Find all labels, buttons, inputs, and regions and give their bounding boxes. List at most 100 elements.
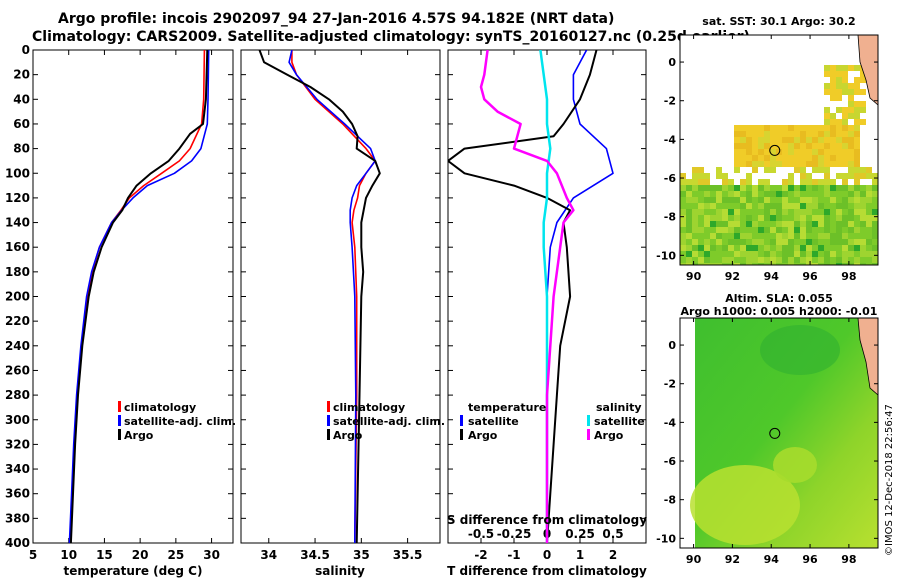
sst-cell <box>770 263 776 265</box>
sst-cell <box>872 203 878 209</box>
sst-cell <box>818 221 824 227</box>
sst-cell <box>746 185 752 191</box>
sst-cell <box>788 221 794 227</box>
sst-cell <box>818 155 824 161</box>
sst-cell <box>836 149 842 155</box>
sst-cell <box>800 209 806 215</box>
sst-cell <box>782 191 788 197</box>
sst-cell <box>824 203 830 209</box>
sst-cell <box>752 233 758 239</box>
sst-cell <box>854 143 860 149</box>
sst-cell <box>782 155 788 161</box>
sst-cell <box>746 191 752 197</box>
sst-cell <box>812 203 818 209</box>
salinity-xlabel: salinity <box>315 564 365 578</box>
sst-cell <box>788 173 794 179</box>
sst-cell <box>842 251 848 257</box>
map-y-tick-label: 0 <box>668 56 676 69</box>
sst-cell <box>782 263 788 265</box>
legend-swatch-climatology <box>327 401 330 412</box>
sst-cell <box>680 191 686 197</box>
sst-cell <box>812 191 818 197</box>
sst-cell <box>686 263 692 265</box>
sst-cell <box>788 137 794 143</box>
sst-cell <box>734 221 740 227</box>
sst-cell <box>710 197 716 203</box>
sst-cell <box>872 233 878 239</box>
sst-cell <box>734 125 740 131</box>
sst-cell <box>746 233 752 239</box>
sst-cell <box>758 209 764 215</box>
sst-cell <box>836 89 842 95</box>
sst-cell <box>776 245 782 251</box>
legend-temperature-heading: temperature <box>468 401 546 414</box>
sst-cell <box>872 191 878 197</box>
sst-cell <box>824 65 830 71</box>
sst-cell <box>746 155 752 161</box>
legend-swatch-temp-satellite <box>460 415 463 426</box>
sst-cell <box>728 227 734 233</box>
sst-cell <box>824 245 830 251</box>
sst-cell <box>842 185 848 191</box>
sst-cell <box>764 221 770 227</box>
sst-cell <box>860 215 866 221</box>
sst-cell <box>758 197 764 203</box>
sst-cell <box>794 137 800 143</box>
sst-cell <box>848 143 854 149</box>
sst-cell <box>818 143 824 149</box>
sst-cell <box>824 257 830 263</box>
sst-cell <box>818 251 824 257</box>
sst-cell <box>848 257 854 263</box>
sst-cell <box>830 77 836 83</box>
sst-cell <box>704 239 710 245</box>
sst-cell <box>824 167 830 173</box>
sst-cell <box>866 203 872 209</box>
sst-cell <box>836 137 842 143</box>
sst-cell <box>770 137 776 143</box>
sst-map-cells <box>680 65 878 265</box>
sst-cell <box>734 215 740 221</box>
sst-cell <box>728 239 734 245</box>
sst-cell <box>800 239 806 245</box>
sst-cell <box>764 257 770 263</box>
sst-cell <box>692 221 698 227</box>
sst-cell <box>740 233 746 239</box>
sst-cell <box>728 203 734 209</box>
sst-cell <box>854 113 860 119</box>
sst-cell <box>698 203 704 209</box>
legend-swatch-sal-satellite <box>587 415 590 426</box>
sst-cell <box>794 197 800 203</box>
sst-cell <box>782 203 788 209</box>
sst-cell <box>686 197 692 203</box>
sst-cell <box>836 65 842 71</box>
sst-cell <box>854 77 860 83</box>
sst-cell <box>854 137 860 143</box>
sst-cell <box>824 197 830 203</box>
sst-cell <box>818 203 824 209</box>
sst-cell <box>842 149 848 155</box>
sst-cell <box>734 251 740 257</box>
sst-cell <box>686 215 692 221</box>
sst-cell <box>812 227 818 233</box>
sst-cell <box>758 149 764 155</box>
sst-cell <box>704 173 710 179</box>
sst-cell <box>764 125 770 131</box>
sst-cell <box>794 191 800 197</box>
sst-cell <box>758 155 764 161</box>
sst-cell <box>806 233 812 239</box>
salinity-series <box>258 50 381 543</box>
sst-cell <box>758 137 764 143</box>
sst-cell <box>698 221 704 227</box>
sst-cell <box>692 257 698 263</box>
sst-cell <box>854 131 860 137</box>
sst-cell <box>830 209 836 215</box>
y-tick-label: 100 <box>5 166 30 180</box>
sst-cell <box>800 173 806 179</box>
sst-cell <box>716 185 722 191</box>
sst-cell <box>710 227 716 233</box>
sst-cell <box>800 155 806 161</box>
diff-top-xlabel: S difference from climatology <box>447 513 647 527</box>
sst-cell <box>740 215 746 221</box>
sst-cell <box>824 149 830 155</box>
sst-cell <box>860 185 866 191</box>
